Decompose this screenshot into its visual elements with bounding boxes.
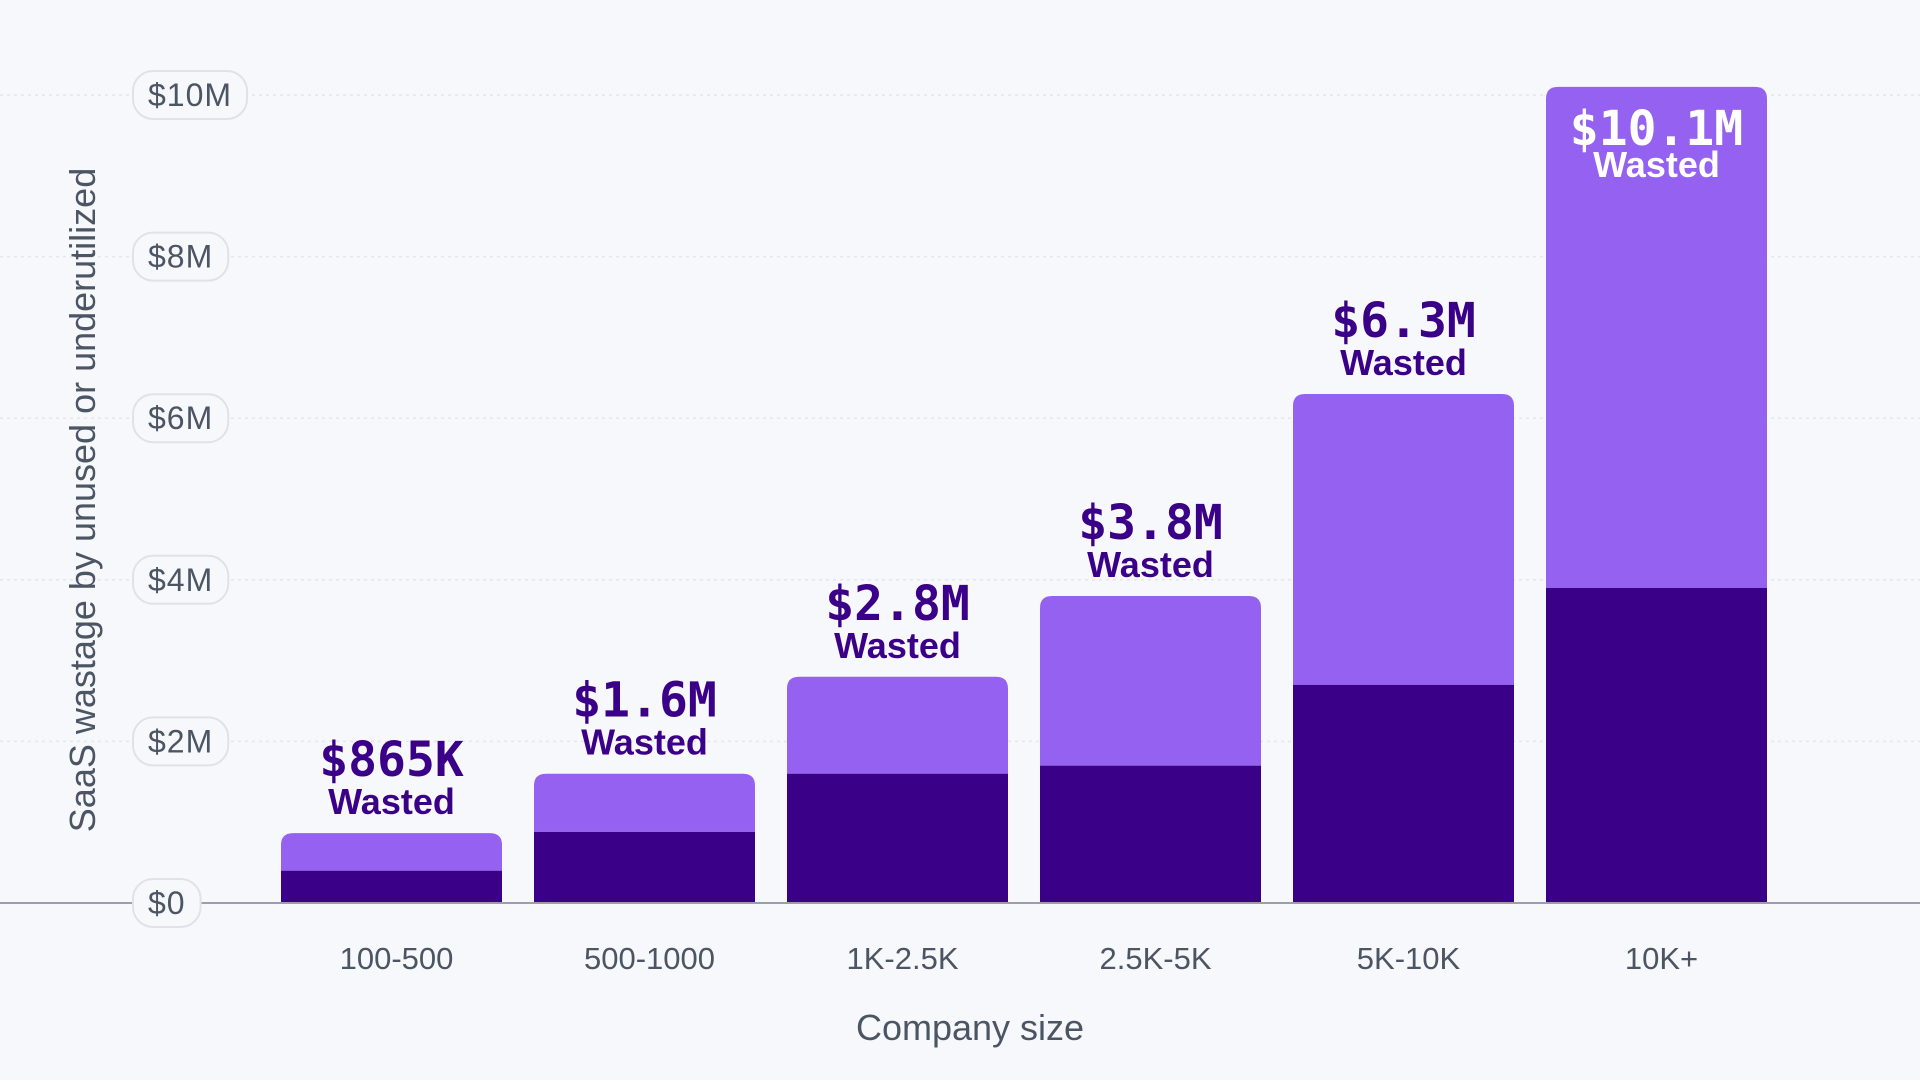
y-tick-pill bbox=[132, 716, 230, 767]
y-tick: $6M bbox=[132, 393, 230, 444]
x-tick-label: 10K+ bbox=[1625, 941, 1698, 976]
y-tick-label: $10M bbox=[148, 77, 232, 113]
x-axis-title: Company size bbox=[856, 1007, 1084, 1048]
bar-segment-lower bbox=[534, 831, 755, 903]
bar-segment-upper bbox=[281, 833, 502, 871]
bar-segment-lower bbox=[1040, 765, 1261, 903]
x-tick-label: 500-1000 bbox=[584, 941, 715, 976]
y-tick-pill bbox=[132, 231, 230, 282]
bar-value-label: $3.8M bbox=[1078, 495, 1223, 551]
bar-segment-lower bbox=[1293, 684, 1514, 903]
bars bbox=[281, 86, 1767, 903]
bar-sub-label: Wasted bbox=[328, 781, 455, 822]
bar-sub-label: Wasted bbox=[1087, 544, 1214, 585]
y-axis-ticks: $0 $2M $4M $6M $8M $10M bbox=[132, 70, 249, 928]
bar-value-label: $1.6M bbox=[572, 673, 717, 729]
bar-segment-upper bbox=[1293, 393, 1514, 685]
bar-sub-label: Wasted bbox=[1593, 144, 1720, 185]
x-tick-label: 1K-2.5K bbox=[846, 941, 958, 976]
bar-segment-upper bbox=[1546, 86, 1767, 588]
y-tick-label: $2M bbox=[148, 723, 213, 759]
bar-value-label: $6.3M bbox=[1331, 293, 1476, 349]
bar-segment-upper bbox=[787, 676, 1008, 774]
y-tick: $10M bbox=[132, 70, 249, 120]
y-tick-pill bbox=[132, 393, 230, 444]
y-tick-label: $8M bbox=[148, 239, 213, 275]
bar-labels: $865KWasted$1.6MWasted$2.8MWasted$3.8MWa… bbox=[319, 101, 1743, 822]
bar-value-label: $2.8M bbox=[825, 576, 970, 632]
y-tick: $4M bbox=[132, 554, 230, 605]
bar-segment-lower bbox=[787, 773, 1008, 903]
x-tick-label: 2.5K-5K bbox=[1099, 941, 1211, 976]
y-tick: $2M bbox=[132, 716, 230, 767]
y-tick-label: $4M bbox=[148, 562, 213, 598]
x-tick-label: 5K-10K bbox=[1357, 941, 1461, 976]
bar-sub-label: Wasted bbox=[581, 722, 708, 763]
y-tick-pill bbox=[132, 554, 230, 605]
bar-sub-label: Wasted bbox=[1340, 342, 1467, 383]
bar-value-label: $10.1M bbox=[1570, 101, 1743, 157]
bar-sub-label: Wasted bbox=[834, 625, 961, 666]
bar-segment-lower bbox=[1546, 587, 1767, 903]
y-tick: $8M bbox=[132, 231, 230, 282]
bar-segment-upper bbox=[1040, 595, 1261, 766]
x-axis-ticks: 100-500 500-1000 1K-2.5K 2.5K-5K 5K-10K 10K+ bbox=[340, 941, 1699, 976]
bar-segment-lower bbox=[281, 870, 502, 903]
y-axis-title: SaaS wastage by unused or underutilized bbox=[62, 168, 103, 832]
y-tick: $0 bbox=[132, 878, 202, 928]
y-tick-pill bbox=[132, 878, 202, 928]
y-tick-pill bbox=[132, 70, 249, 120]
y-tick-label: $6M bbox=[148, 400, 213, 436]
bar-segment-upper bbox=[534, 773, 755, 832]
bar-value-label: $865K bbox=[319, 732, 464, 788]
x-tick-label: 100-500 bbox=[340, 941, 454, 976]
y-tick-label: $0 bbox=[148, 885, 186, 921]
